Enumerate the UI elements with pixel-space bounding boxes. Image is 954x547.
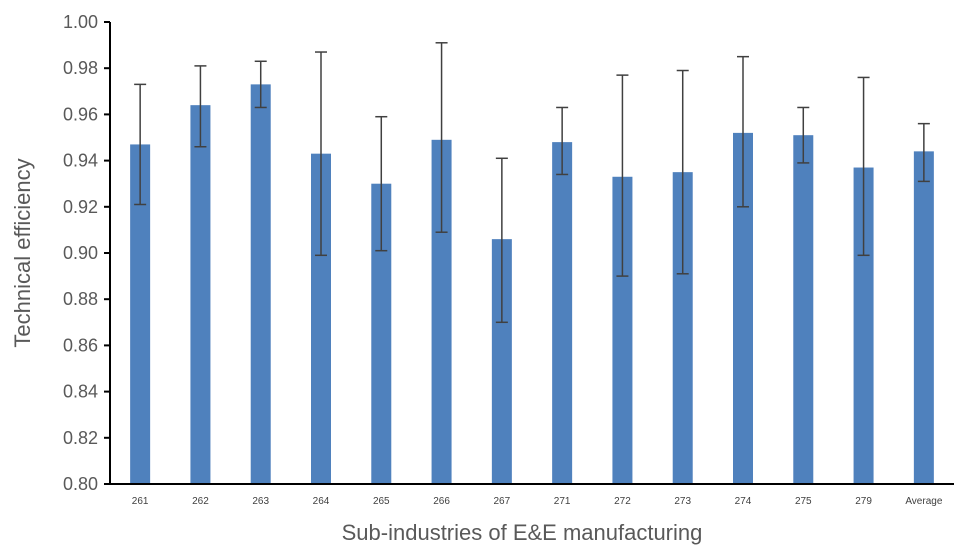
bar-267 [491,239,512,484]
y-tick-label: 1.00 [63,12,98,32]
x-tick-label: 266 [433,496,450,507]
x-tick-label: 274 [735,496,752,507]
error-bar-263 [254,60,267,109]
y-tick-label: 0.84 [63,382,98,402]
bar-average [913,151,934,485]
bar-264 [311,153,331,485]
x-tick-label: 263 [252,496,269,507]
error-bar-265 [375,115,388,252]
x-tick-label: 273 [674,496,691,507]
bar-262 [190,105,211,484]
error-bar-274 [737,55,749,208]
y-tick-label: 0.90 [63,243,98,263]
x-tick-label: 279 [855,496,872,507]
x-tick-label: 264 [313,496,330,507]
y-tick-label: 0.88 [63,289,98,309]
x-tick-label: 271 [554,496,571,507]
x-tick-label: 262 [192,496,209,507]
x-tick-label: 261 [132,496,149,507]
error-bar-273 [676,69,689,275]
error-bar-275 [797,106,810,164]
bars [130,84,934,485]
error-bar-264 [315,51,327,257]
error-bar-262 [194,65,207,148]
bar-271 [552,142,573,484]
error-bar-272 [616,74,629,277]
y-axis-label: Technical efficiency [10,158,35,347]
bar-274 [733,132,753,484]
bar-272 [612,176,633,484]
y-tick-label: 0.80 [63,474,98,494]
error-bar-267 [495,157,508,324]
y-tick-label: 0.86 [63,335,98,355]
bar-265 [371,183,392,484]
bar-263 [250,84,271,485]
x-axis-label: Sub-industries of E&E manufacturing [342,520,703,545]
error-bar-261 [134,83,147,206]
x-tick-label: 275 [795,496,812,507]
error-bar-271 [556,106,569,176]
y-tick-label: 0.92 [63,197,98,217]
error-bar-279 [857,76,870,257]
bar-273 [672,172,693,484]
y-tick-label: 0.94 [63,151,98,171]
bar-266 [431,139,452,484]
error-bar-average [917,122,930,183]
x-tick-label: 265 [373,496,390,507]
y-tick-label: 0.82 [63,428,98,448]
x-tick-label: Average [905,496,943,507]
x-tick-label: 272 [614,496,631,507]
bar-279 [853,167,874,484]
error-bar-266 [435,42,448,233]
error-bars [134,42,930,324]
y-axis-ticks: 0.80 0.82 0.84 0.86 0.88 0.90 0.92 0.94 0.96 0.98… [63,12,110,494]
x-axis-ticks: 261 262 263 264 265 266 267 271 272 273 274 275 279 A… [132,496,943,507]
x-tick-label: 267 [494,496,511,507]
y-tick-label: 0.98 [63,58,98,78]
bar-261 [130,144,151,484]
bar-275 [793,135,814,484]
y-tick-label: 0.96 [63,104,98,124]
